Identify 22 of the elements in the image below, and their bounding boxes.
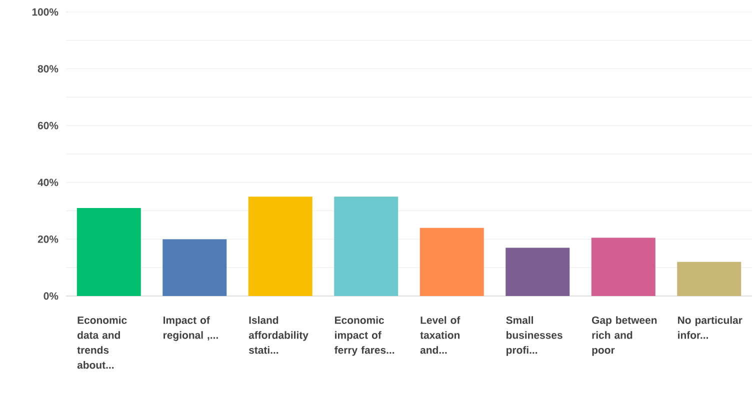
bar — [591, 238, 656, 296]
bar — [420, 228, 484, 296]
bar — [334, 196, 398, 296]
x-tick-label: Island affordability stati... — [248, 316, 308, 354]
x-tick-label: Economic impact of ferry fares... — [334, 316, 394, 356]
y-tick-label: 100% — [32, 8, 58, 16]
bar — [677, 262, 742, 296]
x-tick-label: Level of taxation and... — [420, 316, 460, 354]
bar — [248, 196, 312, 296]
y-tick-label: 20% — [38, 236, 58, 243]
y-tick-label: 80% — [38, 65, 58, 73]
y-tick-label: 0% — [44, 292, 58, 300]
x-tick-label: Small businesses profi... — [506, 316, 562, 356]
bar — [162, 239, 227, 296]
x-tick-label: No particular infor... — [678, 316, 742, 339]
bar — [76, 208, 141, 296]
x-tick-label: Impact of regional ,... — [164, 316, 218, 341]
bar — [506, 248, 570, 296]
x-tick-label: Gap between rich and poor — [592, 316, 657, 356]
y-tick-label: 60% — [38, 122, 58, 130]
y-tick-label: 40% — [38, 178, 58, 186]
x-tick-label: Economic data and trends about... — [77, 316, 127, 369]
